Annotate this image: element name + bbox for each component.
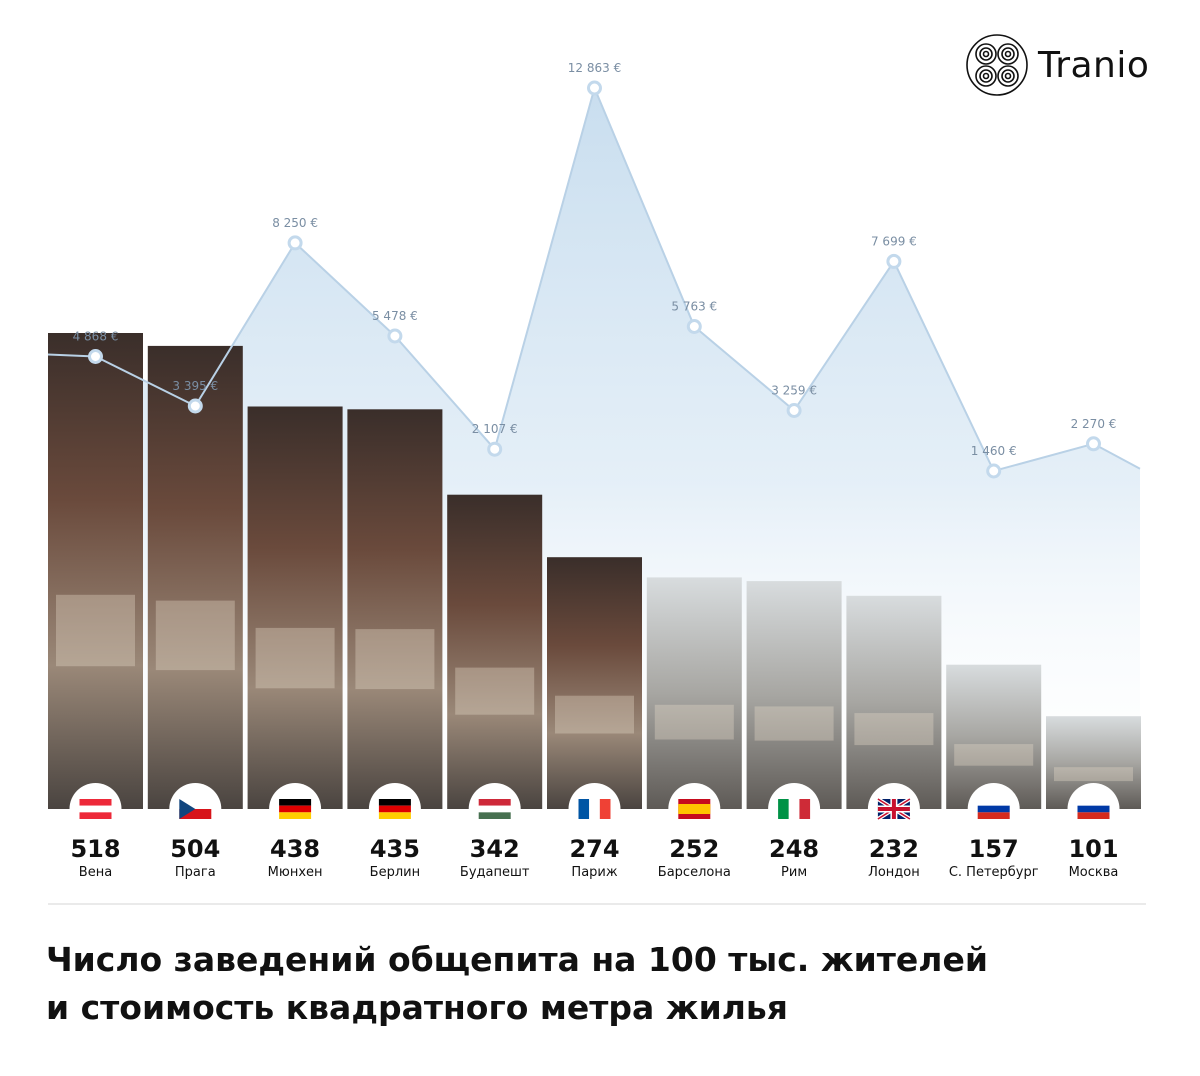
city-label-2: Мюнхен xyxy=(268,865,323,880)
price-label-2: 8 250 € xyxy=(272,216,318,230)
price-label-7: 3 259 € xyxy=(771,384,817,398)
bar-0 xyxy=(48,333,143,809)
bar-highlight-10 xyxy=(1054,767,1133,782)
price-label-10: 2 270 € xyxy=(1071,417,1117,431)
city-label-0: Вена xyxy=(79,865,112,880)
flag-germany-icon xyxy=(269,783,322,835)
bar-value-label-5: 274 xyxy=(569,835,619,863)
tranio-logo: Tranio xyxy=(966,30,1156,100)
bar-highlight-9 xyxy=(954,744,1034,766)
price-point-3 xyxy=(387,328,403,344)
price-point-2 xyxy=(287,235,303,251)
price-label-6: 5 763 € xyxy=(671,300,717,314)
bar-highlight-0 xyxy=(56,594,135,667)
city-label-9: С. Петербург xyxy=(949,865,1039,880)
chart-title: Число заведений общепита на 100 тыс. жит… xyxy=(46,940,988,1027)
city-label-3: Берлин xyxy=(370,865,420,880)
bar-2 xyxy=(247,406,343,809)
bar-1 xyxy=(147,345,243,809)
city-label-7: Рим xyxy=(781,865,807,880)
price-label-9: 1 460 € xyxy=(971,444,1017,458)
flag-france-icon xyxy=(568,783,621,835)
price-point-5 xyxy=(587,80,602,96)
flag-czech-icon xyxy=(169,783,222,835)
bar-highlight-3 xyxy=(355,629,435,690)
price-label-1: 3 395 € xyxy=(172,379,218,393)
bar-4 xyxy=(447,494,543,809)
price-point-8 xyxy=(886,253,902,269)
bar-value-label-4: 342 xyxy=(470,835,520,863)
bar-value-label-3: 435 xyxy=(370,835,420,863)
price-label-0: 4 868 € xyxy=(73,330,119,344)
price-label-4: 2 107 € xyxy=(472,422,518,436)
price-label-8: 7 699 € xyxy=(871,234,917,248)
bar-value-label-2: 438 xyxy=(270,835,320,863)
bar-5 xyxy=(547,557,642,809)
flag-russia-icon xyxy=(1067,783,1120,835)
bar-value-label-10: 101 xyxy=(1068,835,1118,863)
bar-value-label-1: 504 xyxy=(170,835,220,863)
city-label-1: Прага xyxy=(175,865,216,880)
city-label-5: Париж xyxy=(571,865,617,880)
bar-value-label-8: 232 xyxy=(869,835,919,863)
price-point-7 xyxy=(786,403,802,418)
price-point-0 xyxy=(88,349,103,364)
bar-highlight-8 xyxy=(854,713,934,746)
bar-highlight-1 xyxy=(155,600,235,671)
flag-germany-icon xyxy=(368,783,421,835)
bar-value-label-7: 248 xyxy=(769,835,819,863)
bar-6 xyxy=(646,577,742,809)
bar-highlight-7 xyxy=(754,706,834,741)
city-label-6: Барселона xyxy=(658,865,731,880)
bar-value-label-6: 252 xyxy=(669,835,719,863)
flag-spain-icon xyxy=(668,783,721,835)
restaurants-price-chart: 4 868 € 3 395 € 8 250 € 5 478 € 2 107 € 12 86… xyxy=(47,61,1146,905)
bar-value-label-0: 518 xyxy=(70,835,120,863)
brand-name: Tranio xyxy=(1038,44,1150,86)
flag-austria-icon xyxy=(69,783,122,835)
flag-hungary-icon xyxy=(468,783,521,835)
price-point-4 xyxy=(487,441,503,457)
bar-highlight-6 xyxy=(654,704,734,740)
bar-highlight-4 xyxy=(455,667,535,715)
price-point-6 xyxy=(686,319,702,334)
city-label-4: Будапешт xyxy=(460,865,530,880)
flag-uk-icon xyxy=(867,783,920,835)
bar-highlight-5 xyxy=(555,695,634,734)
bar-value-label-9: 157 xyxy=(969,835,1019,863)
bar-highlight-2 xyxy=(255,627,335,689)
price-point-1 xyxy=(187,398,203,414)
city-label-10: Москва xyxy=(1069,865,1119,880)
flag-italy-icon xyxy=(768,783,821,835)
price-label-5: 12 863 € xyxy=(568,61,621,75)
price-point-10 xyxy=(1086,436,1101,452)
flag-russia-icon xyxy=(967,783,1020,835)
city-label-8: Лондон xyxy=(868,865,920,880)
price-point-9 xyxy=(986,463,1002,479)
bar-8 xyxy=(846,595,942,809)
bar-3 xyxy=(347,409,443,809)
price-label-3: 5 478 € xyxy=(372,309,418,323)
bar-7 xyxy=(746,581,842,809)
tranio-logo-icon xyxy=(966,34,1028,96)
